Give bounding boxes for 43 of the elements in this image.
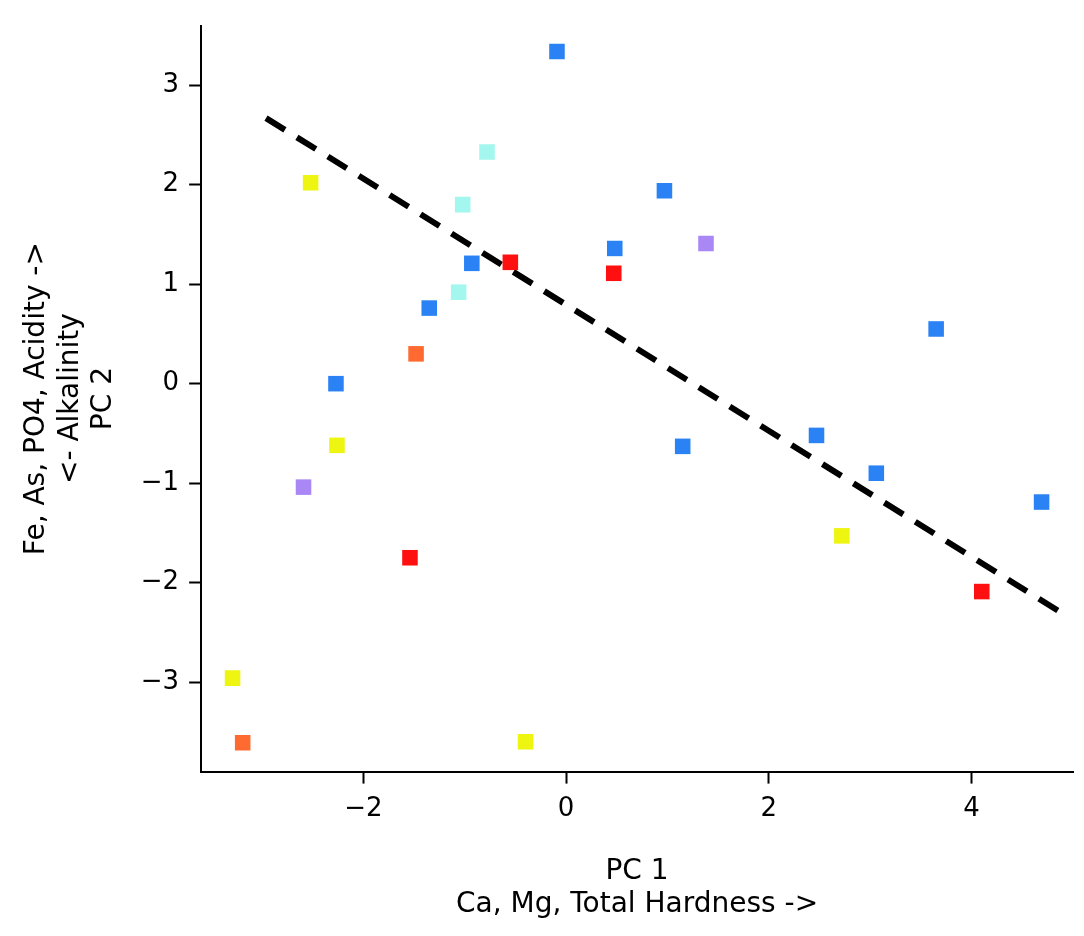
x-tick-label: 4 [963, 791, 980, 822]
x-tick-label: 2 [760, 791, 778, 822]
point [698, 235, 714, 252]
point [549, 43, 565, 60]
y-tick-label: −2 [140, 565, 180, 596]
point [674, 438, 691, 455]
point [454, 196, 471, 213]
text: PC 2 [85, 367, 119, 431]
y-tick-label: 2 [162, 167, 180, 198]
point [868, 465, 885, 481]
point [928, 321, 944, 337]
text: Ca, Mg, Total Hardness -> [455, 886, 819, 920]
y-tick-label: 3 [162, 68, 180, 99]
point [295, 479, 312, 495]
point [834, 528, 850, 544]
point [328, 375, 344, 392]
point [502, 254, 519, 271]
point [329, 437, 345, 454]
point [656, 182, 673, 199]
point [605, 265, 622, 282]
point [973, 583, 990, 600]
point [302, 174, 319, 191]
point [234, 734, 251, 751]
point [606, 240, 623, 257]
x-tick-label: 0 [557, 791, 575, 822]
point [464, 255, 480, 272]
point [450, 284, 467, 300]
point [479, 144, 495, 160]
y-tick-label: −1 [140, 465, 180, 496]
point [402, 549, 418, 566]
y-tick-label: 0 [162, 366, 180, 397]
point [1033, 494, 1050, 510]
point [517, 733, 534, 750]
point [408, 346, 424, 362]
x-tick-label: −2 [344, 791, 383, 822]
point [808, 427, 825, 444]
point [421, 300, 438, 316]
text: Fe, As, PO4, Acidity -> [18, 242, 52, 556]
y-tick-label: −3 [140, 664, 180, 695]
y-tick-label: 1 [162, 266, 180, 297]
text: PC 1 [605, 852, 669, 886]
point [224, 670, 241, 686]
text: <- Alkalinity [51, 313, 85, 485]
